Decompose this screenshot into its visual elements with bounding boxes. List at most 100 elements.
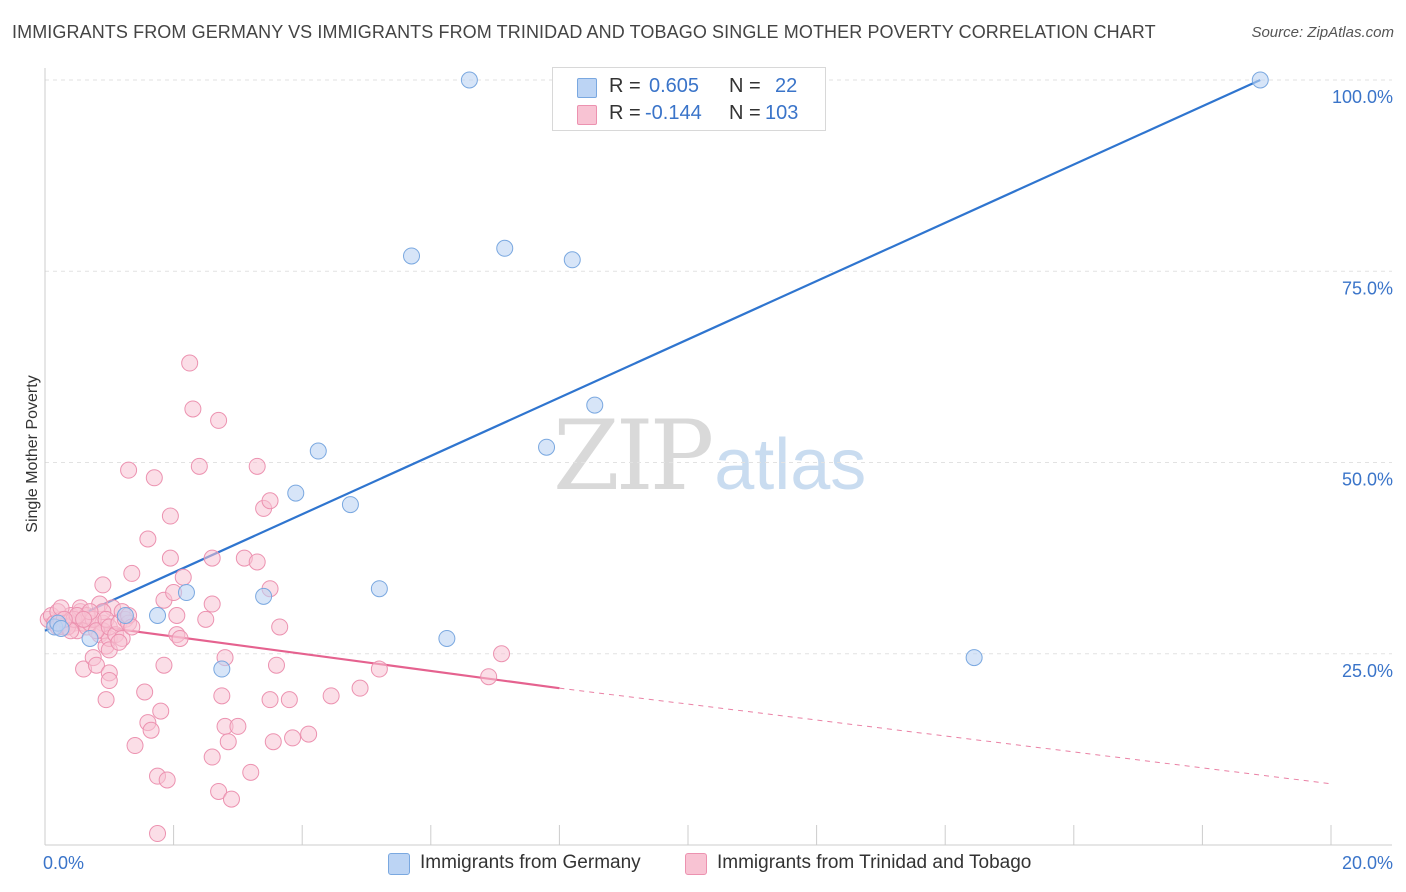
data-point-germany	[403, 247, 421, 265]
trend-line-germany	[44, 78, 1261, 632]
data-point-germany	[116, 607, 134, 624]
data-point-trinidad	[190, 457, 208, 475]
data-point-trinidad	[222, 790, 240, 808]
data-point-trinidad	[155, 656, 173, 674]
data-point-trinidad	[161, 549, 179, 567]
data-point-germany	[460, 71, 478, 89]
legend-n-label: N =	[729, 102, 761, 124]
data-point-trinidad	[139, 530, 157, 548]
data-point-trinidad	[161, 507, 179, 525]
data-point-trinidad	[261, 492, 279, 510]
data-point-trinidad	[300, 725, 318, 743]
y-tick-label: 25.0%	[1342, 661, 1393, 681]
correlation-legend: R = 0.605 N = 22 R = -0.144 N = 103	[552, 67, 826, 131]
data-point-trinidad	[181, 354, 199, 372]
data-point-trinidad	[171, 629, 189, 647]
data-point-trinidad	[261, 691, 279, 709]
data-point-germany	[81, 629, 99, 647]
data-point-trinidad	[145, 469, 163, 487]
data-point-germany	[149, 607, 167, 624]
bottom-legend-label-germany: Immigrants from Germany	[420, 852, 641, 873]
data-point-trinidad	[213, 687, 231, 705]
data-point-trinidad	[126, 737, 144, 755]
data-point-trinidad	[280, 691, 298, 709]
y-tick-label: 75.0%	[1342, 278, 1393, 298]
legend-r-label: R =	[609, 75, 641, 97]
data-point-trinidad	[197, 610, 215, 628]
data-point-germany	[287, 484, 305, 502]
legend-swatch-trinidad	[577, 105, 597, 125]
data-point-trinidad	[184, 400, 202, 418]
data-point-trinidad	[229, 717, 247, 735]
data-point-germany	[496, 239, 514, 257]
data-point-trinidad	[87, 656, 105, 674]
data-point-trinidad	[248, 553, 266, 571]
data-point-trinidad	[351, 679, 369, 697]
data-point-trinidad	[493, 645, 511, 663]
data-point-trinidad	[110, 633, 128, 651]
data-point-trinidad	[242, 763, 260, 781]
legend-r-value-germany: 0.605	[649, 75, 700, 97]
data-point-germany	[309, 442, 327, 460]
y-tick-label: 50.0%	[1342, 470, 1393, 490]
bottom-legend-swatch-trinidad	[685, 853, 707, 875]
data-point-trinidad	[480, 668, 498, 686]
data-point-germany	[255, 587, 273, 605]
legend-n-label: N =	[729, 75, 761, 97]
series-germany-points	[46, 71, 1269, 678]
tick-labels: 25.0% 50.0% 75.0% 100.0% 0.0% 20.0%	[43, 87, 1393, 873]
trend-lines	[44, 78, 1332, 785]
data-point-trinidad	[370, 660, 388, 678]
data-point-trinidad	[149, 825, 167, 843]
data-point-germany	[538, 438, 556, 456]
legend-n-value-germany: 22	[775, 75, 798, 97]
data-point-trinidad	[100, 672, 118, 690]
data-point-germany	[438, 629, 456, 647]
bottom-legend-swatch-germany	[388, 853, 410, 875]
data-point-trinidad	[219, 733, 237, 751]
y-axis-label: Single Mother Poverty	[24, 375, 41, 533]
trend-line-trinidad-extension	[559, 687, 1332, 785]
data-point-trinidad	[136, 683, 154, 701]
data-point-germany	[563, 251, 581, 269]
x-tick-label: 20.0%	[1342, 853, 1393, 873]
data-point-trinidad	[120, 461, 138, 479]
data-point-germany	[965, 649, 983, 667]
data-point-germany	[370, 580, 388, 598]
data-point-trinidad	[174, 568, 192, 586]
data-point-trinidad	[271, 618, 289, 636]
data-point-germany	[177, 584, 195, 602]
data-point-trinidad	[97, 691, 115, 709]
chart-title: IMMIGRANTS FROM GERMANY VS IMMIGRANTS FR…	[12, 22, 1156, 42]
axes	[44, 68, 1392, 846]
data-point-trinidad	[168, 607, 186, 624]
data-point-trinidad	[322, 687, 340, 705]
legend-swatch-germany	[577, 78, 597, 98]
data-point-germany	[213, 660, 231, 678]
data-point-trinidad	[142, 721, 160, 739]
data-point-trinidad	[267, 656, 285, 674]
data-point-germany	[586, 396, 604, 414]
watermark: ZIPatlas	[553, 400, 866, 512]
data-point-trinidad	[210, 782, 228, 800]
data-point-trinidad	[123, 564, 141, 582]
legend-r-label: R =	[609, 102, 641, 124]
data-point-trinidad	[248, 457, 266, 475]
data-point-trinidad	[284, 729, 302, 747]
data-point-trinidad	[94, 576, 112, 594]
data-point-trinidad	[152, 702, 170, 720]
data-point-trinidad	[203, 595, 221, 613]
data-point-germany	[1251, 71, 1269, 89]
watermark-atlas: atlas	[714, 425, 867, 505]
source-credit: Source: ZipAtlas.com	[1251, 24, 1394, 41]
watermark-zip: ZIP	[553, 400, 714, 512]
y-tick-label: 100.0%	[1332, 87, 1393, 107]
legend-r-value-trinidad: -0.144	[645, 102, 702, 124]
data-point-trinidad	[203, 549, 221, 567]
x-tick-label: 0.0%	[43, 853, 84, 873]
legend-n-value-trinidad: 103	[765, 102, 799, 124]
data-point-germany	[52, 620, 70, 638]
data-point-trinidad	[203, 748, 221, 766]
data-point-trinidad	[75, 610, 93, 628]
